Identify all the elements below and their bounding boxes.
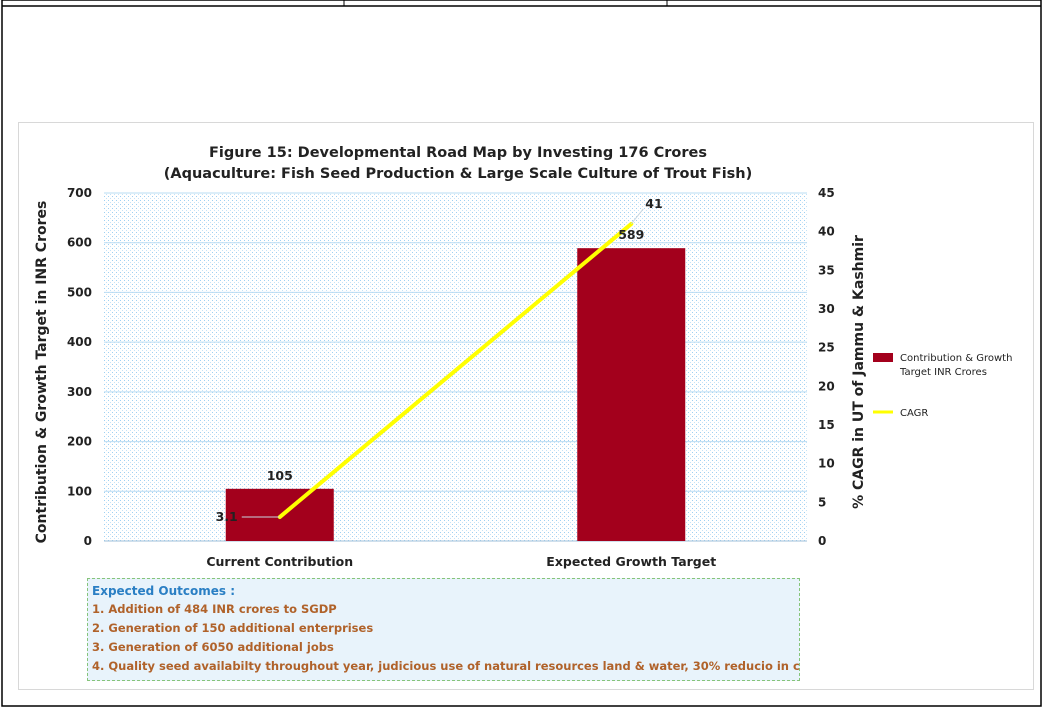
- y-tick-label: 500: [67, 285, 92, 299]
- legend-label-bar-line2: Target INR Crores: [899, 367, 987, 378]
- y2-tick-label: 40: [818, 225, 835, 239]
- y-tick-label: 600: [67, 236, 92, 250]
- y-tick-label: 400: [67, 335, 92, 349]
- x-tick-label: Expected Growth Target: [546, 554, 716, 569]
- data-labels: 105 589 3.1 41: [216, 196, 663, 524]
- bar-value-label: 589: [618, 227, 644, 242]
- outcome-item: 1. Addition of 484 INR crores to SGDP: [92, 602, 337, 616]
- legend-swatch-bar: [873, 353, 893, 362]
- expected-outcomes-box: Expected Outcomes : 1. Addition of 484 I…: [87, 578, 800, 681]
- outcome-item: 3. Generation of 6050 additional jobs: [92, 640, 334, 654]
- y2-tick-label: 10: [818, 457, 835, 471]
- y2-tick-label: 30: [818, 302, 835, 316]
- legend: Contribution & Growth Target INR Crores …: [873, 353, 1012, 419]
- cagr-value-label: 41: [645, 196, 662, 211]
- axis-ticks: 0 100 200 300 400 500 600 700 0 5 10 15 20 25 30 35 40 45…: [67, 186, 835, 569]
- y-tick-label: 100: [67, 484, 92, 498]
- bar-value-label: 105: [267, 468, 293, 483]
- plot-area: [104, 193, 807, 541]
- y2-tick-label: 15: [818, 418, 835, 432]
- y2-tick-label: 5: [818, 495, 826, 509]
- cagr-line-group: [277, 221, 634, 520]
- legend-label-cagr: CAGR: [900, 408, 928, 419]
- chart-title: Figure 15: Developmental Road Map by Inv…: [209, 145, 707, 161]
- gridlines: [104, 192, 807, 542]
- y-tick-label: 300: [67, 385, 92, 399]
- y2-tick-label: 20: [818, 379, 835, 393]
- y-tick-label: 200: [67, 435, 92, 449]
- y2-tick-label: 35: [818, 263, 835, 277]
- y2-tick-label: 45: [818, 186, 835, 200]
- x-tick-label: Current Contribution: [206, 554, 353, 569]
- outcome-item: 2. Generation of 150 additional enterpri…: [92, 621, 374, 635]
- leader-line: [630, 208, 644, 225]
- legend-label-bar-line1: Contribution & Growth: [900, 353, 1012, 364]
- cagr-line: [277, 221, 634, 520]
- y2-axis-title: % CAGR in UT of Jammu & Kashmir: [851, 235, 867, 509]
- outcome-item: 4. Quality seed availabilty throughout y…: [92, 659, 800, 673]
- bar: [577, 248, 686, 541]
- chart-subtitle: (Aquaculture: Fish Seed Production & Lar…: [164, 166, 753, 182]
- y2-tick-label: 25: [818, 341, 835, 355]
- y-tick-label: 700: [67, 186, 92, 200]
- outcomes-title: Expected Outcomes :: [92, 584, 236, 598]
- y-tick-label: 0: [84, 534, 92, 548]
- y2-tick-label: 0: [818, 534, 826, 548]
- y-axis-title: Contribution & Growth Target in INR Cror…: [34, 201, 50, 544]
- cagr-value-label: 3.1: [216, 509, 238, 524]
